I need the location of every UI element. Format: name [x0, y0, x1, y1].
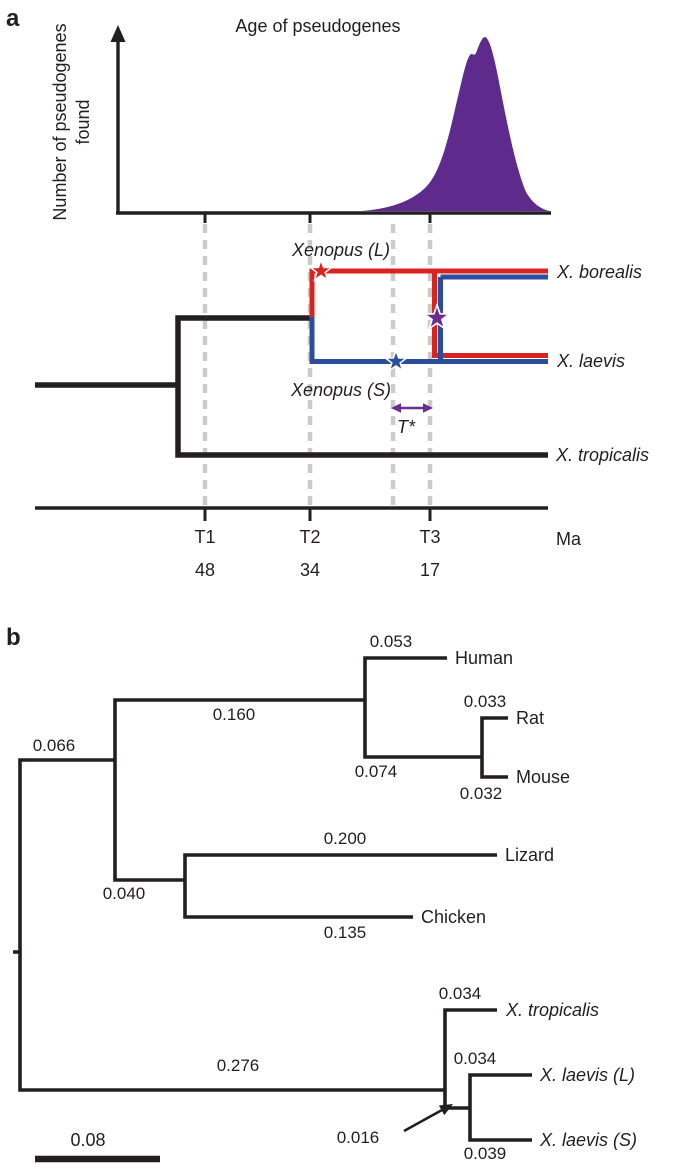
tip-x-laevis-s: X. laevis (S)	[539, 1130, 637, 1150]
branch-length-mouse: 0.032	[460, 784, 503, 803]
tip-rat: Rat	[516, 708, 544, 728]
density-curve	[362, 37, 550, 211]
timeline-age-t1: 48	[195, 560, 215, 580]
timeline-unit: Ma	[556, 529, 582, 549]
lineage-l-branches	[309, 268, 548, 358]
tstar-label: T*	[397, 417, 416, 437]
timeline-age-t3: 17	[420, 560, 440, 580]
branch-length-stem-murid: 0.074	[355, 762, 398, 781]
tip-x-laevis-l: X. laevis (L)	[539, 1065, 635, 1085]
panel-b-label: b	[6, 624, 21, 651]
tstar-arrowhead-left	[391, 403, 401, 413]
branch-length-chicken: 0.135	[324, 923, 367, 942]
pseudogene-age-plot: Age of pseudogenes Number of pseudogenes…	[50, 16, 551, 223]
tip-lizard: Lizard	[505, 845, 554, 865]
branch-length-labels: 0.066 0.160 0.053 0.074 0.033 0.032 0.04…	[33, 632, 507, 1163]
lineage-l-label: Xenopus (L)	[291, 240, 390, 260]
hybridization-star	[422, 302, 452, 331]
branch-length-stem-sauropsid: 0.040	[103, 884, 146, 903]
tip-chicken: Chicken	[421, 907, 486, 927]
panel-a: a Age of pseudogenes Number of pseudogen…	[6, 5, 649, 580]
branch-length-x-tropicalis: 0.034	[439, 984, 482, 1003]
tip-human: Human	[455, 648, 513, 668]
l-origin-star	[308, 257, 334, 282]
branch-length-stem-amniote: 0.066	[33, 736, 76, 755]
tip-x-borealis: X. borealis	[556, 262, 642, 282]
panel-a-label: a	[6, 5, 20, 32]
tip-x-tropicalis: X. tropicalis	[555, 445, 649, 465]
lineage-s-label: Xenopus (S)	[290, 380, 391, 400]
timeline-label-t3: T3	[419, 527, 440, 547]
branch-length-human: 0.053	[370, 632, 413, 651]
y-axis-arrowhead	[110, 25, 126, 42]
tree-backbone	[35, 315, 548, 458]
timeline-age-t2: 34	[300, 560, 320, 580]
branch-length-x-laevis-s: 0.039	[464, 1144, 507, 1163]
tip-mouse: Mouse	[516, 767, 570, 787]
plot-title: Age of pseudogenes	[235, 16, 400, 36]
tip-x-laevis: X. laevis	[556, 351, 625, 371]
branch-length-stem-mammal: 0.160	[213, 705, 256, 724]
stem-laevis-pointer-arrowhead	[438, 1104, 453, 1116]
panel-b: b 0.066 0.160 0.053 0.074 0.033 0.032 0.…	[6, 624, 637, 1163]
tip-labels: Human Rat Mouse Lizard Chicken X. tropic…	[421, 648, 637, 1150]
species-tree: Xenopus (L) Xenopus (S) X. borealis X. l…	[35, 240, 649, 465]
scale-bar-label: 0.08	[70, 1130, 105, 1150]
y-axis-label-line1: Number of pseudogenes	[50, 23, 70, 220]
branch-length-rat: 0.033	[464, 692, 507, 711]
branch-length-lizard: 0.200	[324, 829, 367, 848]
y-axis-label-line2: found	[73, 99, 93, 144]
phylogram-branches	[13, 656, 532, 1142]
branch-length-stem-laevis: 0.016	[337, 1128, 380, 1147]
tip-x-tropicalis: X. tropicalis	[505, 1000, 599, 1020]
s-origin-star	[383, 348, 409, 373]
tstar-arrowhead-right	[423, 403, 433, 413]
timeline-label-t2: T2	[299, 527, 320, 547]
timeline-label-t1: T1	[194, 527, 215, 547]
branch-length-stem-xenopus: 0.276	[217, 1056, 260, 1075]
stem-laevis-pointer-arrow-line	[403, 1108, 443, 1133]
timeline: T1 T2 T3 Ma 48 34 17	[35, 506, 582, 580]
branch-length-x-laevis-l: 0.034	[454, 1049, 497, 1068]
